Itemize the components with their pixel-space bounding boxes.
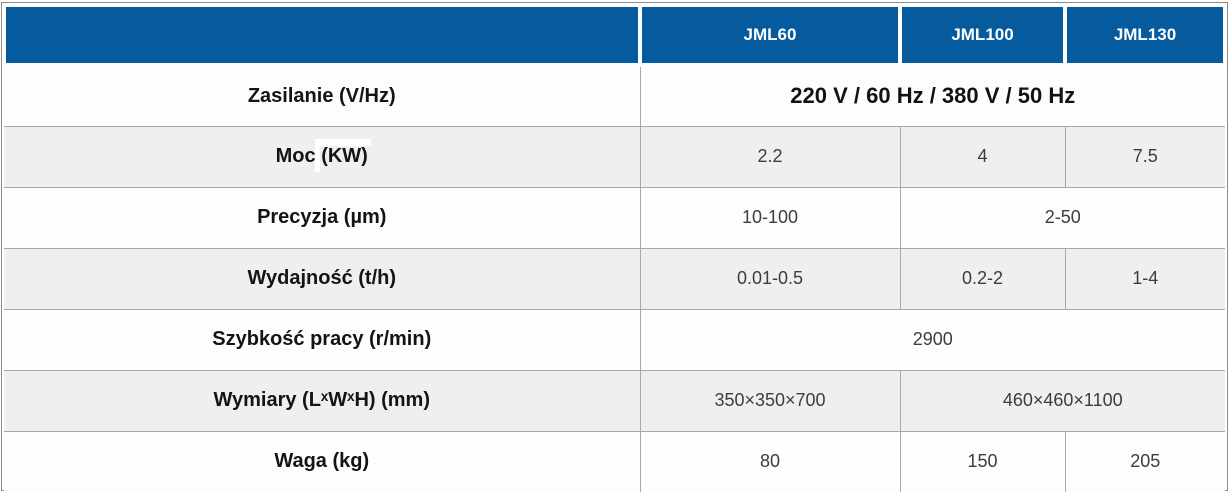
row-zasilanie: Zasilanie (V/Hz) 220 V / 60 Hz / 380 V /… xyxy=(4,65,1225,127)
row-wymiary: Wymiary (LˣWˣH) (mm) 350×350×700 460×460… xyxy=(4,369,1225,432)
value-wydajnosc-jml100: 0.2-2 xyxy=(899,247,1066,310)
row-label-wydajnosc: Wydajność (t/h) xyxy=(4,247,641,310)
value-waga-jml60: 80 xyxy=(639,430,901,492)
value-moc-jml130: 7.5 xyxy=(1064,125,1225,188)
column-header-jml130: JML130 xyxy=(1063,3,1227,67)
row-label-moc: Moc (KW) xyxy=(4,125,641,188)
column-header-jml100: JML100 xyxy=(898,3,1067,67)
row-waga: Waga (kg) 80 150 205 xyxy=(4,430,1225,492)
row-label-szybkosc: Szybkość pracy (r/min) xyxy=(4,308,641,371)
spec-table: JML60 JML100 JML130 Zasilanie (V/Hz) 220… xyxy=(2,3,1227,492)
row-label-wymiary: Wymiary (LˣWˣH) (mm) xyxy=(4,369,641,432)
value-wymiary-jml60: 350×350×700 xyxy=(639,369,901,432)
spec-table-container: JML60 JML100 JML130 Zasilanie (V/Hz) 220… xyxy=(1,2,1228,492)
row-label-precyzja: Precyzja (µm) xyxy=(4,186,641,249)
column-header-blank xyxy=(2,3,642,67)
row-moc: Moc (KW) 2.2 4 7.5 xyxy=(4,125,1225,188)
value-wydajnosc-jml60: 0.01-0.5 xyxy=(639,247,901,310)
moc-label-prefix: Moc xyxy=(275,145,316,167)
row-wydajnosc: Wydajność (t/h) 0.01-0.5 0.2-2 1-4 xyxy=(4,247,1225,310)
row-precyzja: Precyzja (µm) 10-100 2-50 xyxy=(4,186,1225,249)
row-label-waga: Waga (kg) xyxy=(4,430,641,492)
value-wymiary-jml100-130: 460×460×1100 xyxy=(899,369,1225,432)
value-moc-jml60: 2.2 xyxy=(639,125,901,188)
column-header-jml60: JML60 xyxy=(638,3,902,67)
row-label-zasilanie: Zasilanie (V/Hz) xyxy=(4,65,641,127)
value-szybkosc-all: 2900 xyxy=(639,308,1225,371)
value-waga-jml130: 205 xyxy=(1064,430,1225,492)
moc-label-unit-highlight-artifact: (KW) xyxy=(315,139,371,172)
header-row: JML60 JML100 JML130 xyxy=(2,3,1227,67)
value-moc-jml100: 4 xyxy=(899,125,1066,188)
value-zasilanie: 220 V / 60 Hz / 380 V / 50 Hz xyxy=(639,65,1225,127)
value-wydajnosc-jml130: 1-4 xyxy=(1064,247,1225,310)
value-precyzja-jml100-130: 2-50 xyxy=(899,186,1225,249)
value-precyzja-jml60: 10-100 xyxy=(639,186,901,249)
row-szybkosc: Szybkość pracy (r/min) 2900 xyxy=(4,308,1225,371)
value-waga-jml100: 150 xyxy=(899,430,1066,492)
